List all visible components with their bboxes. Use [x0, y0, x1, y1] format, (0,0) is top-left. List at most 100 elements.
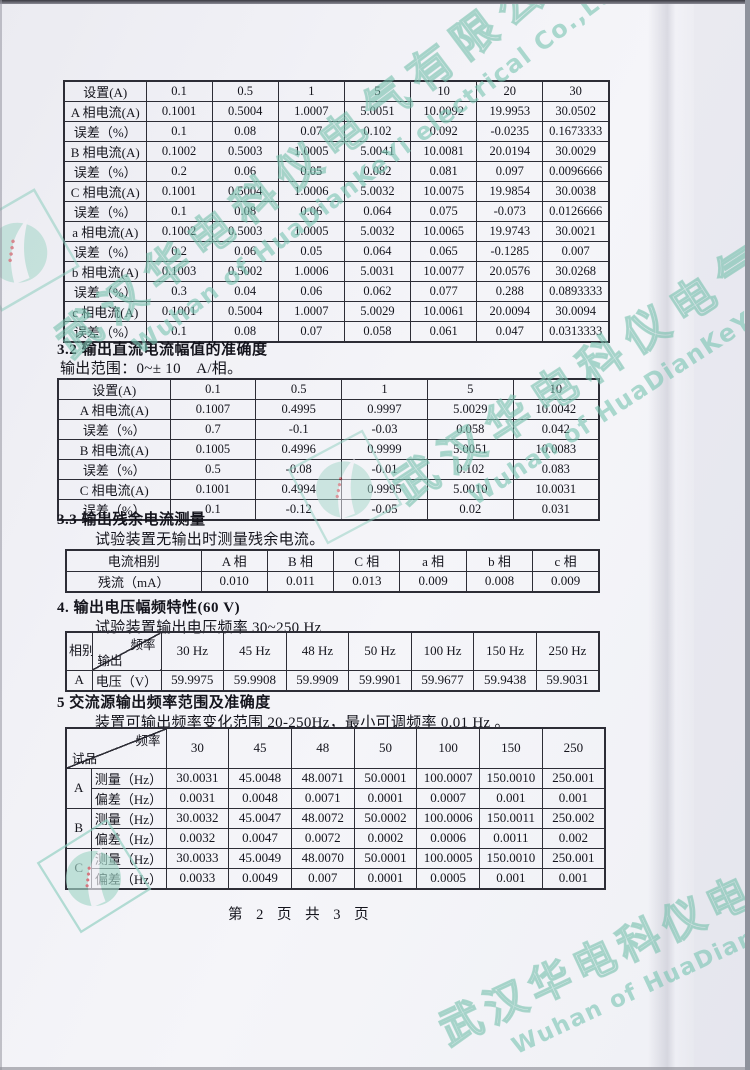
table-cell: 20.0576 — [476, 261, 544, 282]
table-cell: 0.7 — [169, 419, 257, 440]
table-cell: 59.9908 — [223, 669, 287, 691]
table-cell: 误差（%） — [63, 241, 147, 262]
table-cell: -0.03 — [341, 419, 428, 440]
table-cell: 5.0032 — [343, 221, 412, 242]
table-cell: 0.042 — [512, 419, 600, 440]
table-cell: 0.0007 — [416, 787, 481, 809]
table-cell: 100 — [416, 727, 481, 769]
table-cell: 1.0007 — [277, 101, 345, 122]
table-row: A 测量（Hz） 30.0031 45.0048 48.0071 50.0001 100… — [65, 767, 606, 809]
table-cell: 0.5 — [255, 378, 343, 400]
table-cell: 30.0021 — [542, 221, 610, 242]
section-4-heading: 4. 输出电压幅频特性(60 V) — [57, 600, 241, 616]
table-cell: 0.5004 — [211, 101, 279, 122]
table-row: A 相电流(A) 0.1001 0.5004 1.0007 5.0051 10.0092 1… — [63, 101, 610, 122]
table-cell: -0.12 — [255, 499, 343, 521]
table-cell: 0.001 — [541, 787, 606, 809]
section-5-heading: 5 交流源输出频率范围及准确度 — [57, 695, 271, 711]
table-cell: 0.013 — [333, 570, 401, 593]
table-header-row: 设置(A) 0.1 0.5 1 5 10 — [57, 378, 600, 400]
table-cell: 19.9854 — [476, 181, 544, 202]
table-cell: 5.0051 — [343, 101, 412, 122]
table-cell: 10 — [512, 378, 600, 400]
table-row: B 相电流(A) 0.1005 0.4996 0.9999 5.0051 10.0083 — [57, 439, 600, 460]
table-cell: 0.5004 — [211, 181, 279, 202]
table-cell: 0.9995 — [341, 479, 428, 500]
table-row: a 相电流(A) 0.1002 0.5003 1.0005 5.0032 10.0065 1… — [63, 221, 610, 242]
table-row: 偏差（Hz） 0.0032 0.0047 0.0072 0.0002 0.0006 0.0… — [66, 827, 606, 849]
row-label-cell: 电压（V） — [91, 669, 162, 691]
table-cell: 0.9999 — [341, 439, 428, 460]
table-row: A 电压（V） 59.9975 59.9908 59.9909 59.9901 59.9… — [65, 669, 600, 691]
table-cell: -0.0235 — [476, 121, 544, 142]
table-row: B 相电流(A) 0.1002 0.5003 1.0005 5.0041 10.0081 2… — [63, 141, 610, 162]
table-cell: 0.0126666 — [542, 201, 610, 222]
table-cell: 59.9438 — [473, 669, 537, 691]
table-cell: 0.0033 — [165, 867, 230, 890]
table-cell: 5.0041 — [343, 141, 412, 162]
table-cell: 0.058 — [343, 321, 412, 343]
table-cell: 0.001 — [479, 787, 543, 809]
table-cell: 0.1 — [145, 201, 213, 222]
table-row: 偏差（Hz） 0.0031 0.0048 0.0071 0.0001 0.0007 0.0… — [66, 787, 606, 809]
table-cell: 0.0001 — [353, 867, 418, 890]
phase-cell: B — [65, 807, 92, 849]
table-cell: 10.0061 — [410, 301, 478, 322]
table-cell: 0.5 — [169, 459, 257, 480]
table-cell: 250.001 — [541, 767, 606, 789]
scan-edge-right — [745, 0, 750, 1070]
table-cell: 19.9953 — [476, 101, 544, 122]
table-cell: 误差（%） — [63, 121, 147, 142]
table-cell: 0.062 — [343, 281, 412, 302]
table-cell: b 相电流(A) — [63, 261, 147, 282]
table-cell: 48.0070 — [290, 847, 355, 869]
table-cell: 0.102 — [343, 121, 412, 142]
table-row: C 相电流(A) 0.1001 0.4994 0.9995 5.0010 10.0031 — [57, 479, 600, 500]
table-cell: 0.07 — [277, 121, 345, 142]
table-cell: 0.061 — [410, 321, 478, 343]
table-row: 残流（mA） 0.010 0.011 0.013 0.009 0.008 0.009 — [65, 570, 600, 593]
table-cell: 0.2 — [145, 241, 213, 262]
diagonal-header-cell: 频率 输出 — [91, 631, 162, 671]
table-cell: 45.0049 — [228, 847, 292, 869]
table-cell: 0.0006 — [416, 827, 481, 849]
row-label-cell: 偏差（Hz） — [90, 787, 167, 809]
table-row: 误差（%） 0.5 -0.08 -0.01 0.102 0.083 — [57, 459, 600, 480]
page-number-footer: 第 2 页 共 3 页 — [228, 907, 374, 923]
table-cell: 10.0031 — [512, 479, 600, 500]
table-cell: 30.0038 — [542, 181, 610, 202]
table-cell: 0.0049 — [228, 867, 292, 890]
table-cell: 5.0029 — [426, 399, 514, 420]
table-cell: 20.0094 — [476, 301, 544, 322]
page-fold-crease — [648, 0, 694, 1070]
table-cell: 48 — [290, 727, 355, 769]
table-cell: 0.092 — [410, 121, 478, 142]
table-cell: 0.02 — [426, 499, 514, 521]
table-row: 误差（%） 0.3 0.04 0.06 0.062 0.077 0.288 0.0893333 — [63, 281, 610, 302]
table-cell: 0.001 — [479, 867, 543, 890]
table-cell: 20.0194 — [476, 141, 544, 162]
table-cell: 0.07 — [277, 321, 345, 343]
table-cell: 10.0092 — [410, 101, 478, 122]
table-cell: 误差（%） — [63, 201, 147, 222]
table-cell: 10 — [410, 80, 478, 102]
table-cell: 45.0048 — [228, 767, 292, 789]
diagonal-top-label: 频率 — [130, 638, 156, 652]
table-cell: 0.5003 — [211, 221, 279, 242]
table-cell: 0.047 — [476, 321, 544, 343]
row-label-cell: 测量（Hz） — [90, 807, 167, 829]
table-cell: 250.002 — [541, 807, 606, 829]
phase-cell: A — [65, 669, 93, 691]
table-cell: 59.9909 — [285, 669, 350, 691]
table-cell: 150.0010 — [479, 767, 543, 789]
table-cell: 48.0072 — [290, 807, 355, 829]
table-cell: 10.0081 — [410, 141, 478, 162]
table-row: 误差（%） 0.2 0.06 0.05 0.064 0.065 -0.1285 0.007 — [63, 241, 610, 262]
table-cell: C 相电流(A) — [63, 181, 147, 202]
table-cell: 0.065 — [410, 241, 478, 262]
row-label-cell: 偏差（Hz） — [90, 827, 167, 849]
table-cell: 0.064 — [343, 201, 412, 222]
table-cell: 5.0032 — [343, 181, 412, 202]
table-cell: 19.9743 — [476, 221, 544, 242]
